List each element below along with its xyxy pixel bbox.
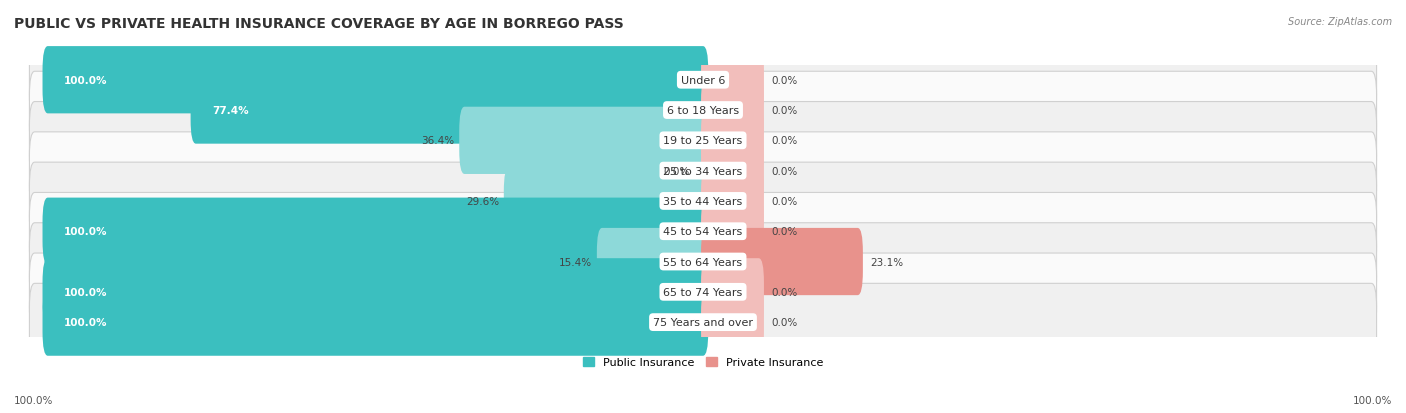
FancyBboxPatch shape (702, 107, 763, 175)
FancyBboxPatch shape (460, 107, 709, 175)
FancyBboxPatch shape (42, 259, 709, 326)
Text: 35 to 44 Years: 35 to 44 Years (664, 197, 742, 206)
Text: 45 to 54 Years: 45 to 54 Years (664, 227, 742, 237)
FancyBboxPatch shape (42, 289, 709, 356)
FancyBboxPatch shape (42, 47, 709, 114)
Text: 100.0%: 100.0% (14, 395, 53, 405)
FancyBboxPatch shape (30, 284, 1376, 361)
Text: 29.6%: 29.6% (467, 197, 499, 206)
Text: PUBLIC VS PRIVATE HEALTH INSURANCE COVERAGE BY AGE IN BORREGO PASS: PUBLIC VS PRIVATE HEALTH INSURANCE COVER… (14, 17, 624, 31)
Text: 23.1%: 23.1% (870, 257, 904, 267)
Text: 0.0%: 0.0% (772, 136, 799, 146)
Text: 0.0%: 0.0% (772, 76, 799, 85)
Text: 25 to 34 Years: 25 to 34 Years (664, 166, 742, 176)
Text: Under 6: Under 6 (681, 76, 725, 85)
FancyBboxPatch shape (30, 254, 1376, 331)
FancyBboxPatch shape (30, 42, 1376, 119)
FancyBboxPatch shape (30, 193, 1376, 271)
FancyBboxPatch shape (30, 102, 1376, 180)
Text: 0.0%: 0.0% (772, 317, 799, 328)
FancyBboxPatch shape (702, 198, 763, 265)
Text: 0.0%: 0.0% (772, 166, 799, 176)
FancyBboxPatch shape (30, 133, 1376, 210)
Text: 0.0%: 0.0% (772, 106, 799, 116)
Text: 77.4%: 77.4% (212, 106, 249, 116)
FancyBboxPatch shape (598, 228, 709, 295)
Text: 100.0%: 100.0% (65, 76, 108, 85)
FancyBboxPatch shape (702, 138, 763, 205)
Text: 100.0%: 100.0% (65, 317, 108, 328)
FancyBboxPatch shape (702, 47, 763, 114)
Text: 6 to 18 Years: 6 to 18 Years (666, 106, 740, 116)
FancyBboxPatch shape (30, 72, 1376, 150)
Text: 0.0%: 0.0% (772, 227, 799, 237)
Text: 100.0%: 100.0% (65, 227, 108, 237)
Text: 75 Years and over: 75 Years and over (652, 317, 754, 328)
FancyBboxPatch shape (702, 77, 763, 144)
Text: 19 to 25 Years: 19 to 25 Years (664, 136, 742, 146)
Text: 0.0%: 0.0% (664, 166, 690, 176)
Text: 0.0%: 0.0% (772, 197, 799, 206)
Text: Source: ZipAtlas.com: Source: ZipAtlas.com (1288, 17, 1392, 26)
Text: 65 to 74 Years: 65 to 74 Years (664, 287, 742, 297)
FancyBboxPatch shape (30, 223, 1376, 301)
Text: 100.0%: 100.0% (65, 287, 108, 297)
FancyBboxPatch shape (702, 289, 763, 356)
Text: 100.0%: 100.0% (1353, 395, 1392, 405)
FancyBboxPatch shape (702, 168, 763, 235)
FancyBboxPatch shape (503, 168, 709, 235)
Text: 15.4%: 15.4% (560, 257, 592, 267)
Text: 36.4%: 36.4% (422, 136, 454, 146)
FancyBboxPatch shape (702, 259, 763, 326)
Text: 0.0%: 0.0% (772, 287, 799, 297)
FancyBboxPatch shape (702, 228, 863, 295)
FancyBboxPatch shape (42, 198, 709, 265)
Legend: Public Insurance, Private Insurance: Public Insurance, Private Insurance (583, 357, 823, 367)
Text: 55 to 64 Years: 55 to 64 Years (664, 257, 742, 267)
FancyBboxPatch shape (30, 163, 1376, 240)
FancyBboxPatch shape (191, 77, 709, 144)
